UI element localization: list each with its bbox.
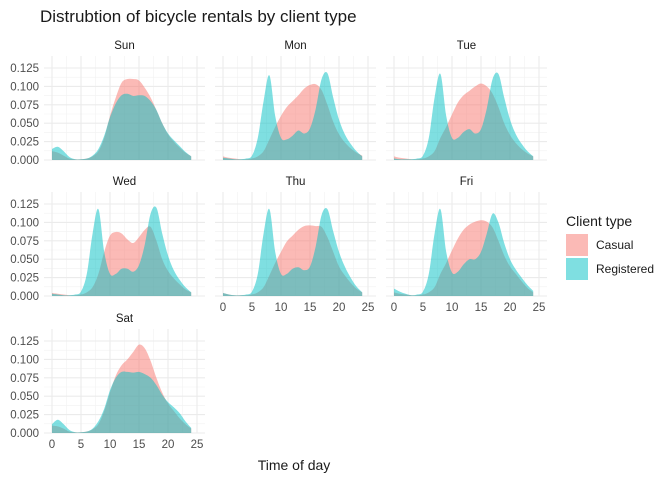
y-tick-label: 0.025 (10, 137, 39, 149)
x-tick-label: 15 (475, 302, 488, 314)
facet-panel-fri: Fri 0 5 10 15 20 25 (386, 176, 547, 314)
y-tick-label: 0.075 (10, 373, 39, 385)
x-tick-label: 15 (133, 439, 146, 451)
x-tick-label: 25 (533, 302, 546, 314)
facet-panel-wed: Wed 0.000 0.025 0.050 0.075 0.100 0.125 (10, 176, 205, 303)
y-tick-label: 0.050 (10, 254, 39, 266)
x-tick-label: 5 (420, 302, 426, 314)
x-tick-label: 5 (249, 302, 255, 314)
y-tick-label: 0.075 (10, 100, 39, 112)
x-axis-title: Time of day (258, 457, 331, 473)
legend-key-registered (566, 258, 588, 280)
chart-title: Distrubtion of bicycle rentals by client… (40, 7, 357, 26)
facet-panel-tue: Tue (386, 40, 547, 161)
facet-label: Wed (113, 176, 136, 188)
density-area-registered (394, 72, 534, 160)
facet-panel-sat: Sat 0.000 0.025 0.050 0.075 0.100 0.125 0 5 10 15 2… (10, 313, 205, 451)
density-area-registered (394, 208, 534, 296)
x-tick-label: 0 (49, 439, 55, 451)
y-tick-label: 0.050 (10, 391, 39, 403)
x-tick-label: 10 (275, 302, 288, 314)
x-tick-label: 25 (362, 302, 375, 314)
x-tick-label: 25 (191, 439, 204, 451)
legend-title: Client type (566, 213, 632, 229)
y-tick-label: 0.000 (10, 428, 39, 440)
facet-label: Thu (286, 176, 306, 188)
x-tick-label: 20 (162, 439, 175, 451)
x-tick-label: 10 (446, 302, 459, 314)
facet-panel-sun: Sun 0.000 0.025 0.050 0.075 0.100 0.125 (10, 40, 205, 167)
facet-panel-mon: Mon (215, 40, 376, 161)
x-tick-label: 0 (391, 302, 397, 314)
y-tick-label: 0.125 (10, 63, 39, 75)
density-area-registered (223, 71, 363, 160)
y-tick-label: 0.100 (10, 81, 39, 93)
x-tick-label: 20 (504, 302, 517, 314)
density-area-registered (223, 208, 363, 296)
facet-label: Mon (284, 40, 306, 52)
facet-panel-thu: Thu 0 5 10 15 20 25 (215, 176, 376, 314)
x-tick-label: 20 (333, 302, 346, 314)
facet-label: Sat (116, 313, 134, 325)
y-tick-label: 0.075 (10, 236, 39, 248)
y-tick-label: 0.125 (10, 336, 39, 348)
y-tick-label: 0.100 (10, 217, 39, 229)
x-tick-label: 10 (104, 439, 117, 451)
y-tick-label: 0.000 (10, 291, 39, 303)
y-tick-label: 0.125 (10, 199, 39, 211)
y-tick-label: 0.100 (10, 354, 39, 366)
legend-items: Casual Registered (566, 234, 654, 280)
legend-label-casual: Casual (596, 238, 633, 252)
y-tick-label: 0.050 (10, 118, 39, 130)
density-area-registered (52, 206, 192, 296)
x-tick-label: 5 (78, 439, 84, 451)
facet-label: Tue (457, 40, 476, 52)
facet-label: Fri (460, 176, 473, 188)
facet-label: Sun (114, 40, 134, 52)
x-tick-label: 0 (220, 302, 226, 314)
legend: Client type Casual Registered (566, 213, 654, 280)
y-tick-label: 0.025 (10, 410, 39, 422)
x-tick-label: 15 (304, 302, 317, 314)
y-tick-label: 0.000 (10, 155, 39, 167)
legend-label-registered: Registered (596, 262, 654, 276)
density-area-registered (52, 93, 192, 160)
density-area-registered (52, 371, 192, 433)
legend-key-casual (566, 234, 588, 256)
y-tick-label: 0.025 (10, 273, 39, 285)
facet-panels: Sun 0.000 0.025 0.050 0.075 0.100 0.125 Mon Tue W… (10, 40, 547, 451)
